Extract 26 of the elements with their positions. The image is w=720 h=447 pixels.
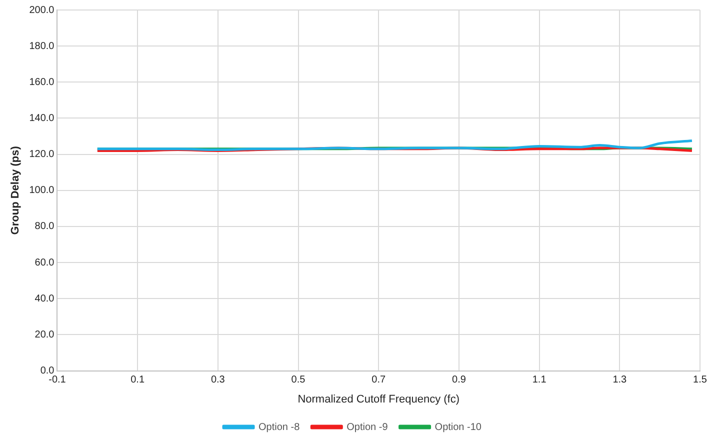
- y-tick-label: 200.0: [29, 4, 55, 16]
- y-tick-label: 20.0: [34, 329, 55, 340]
- y-tick-label: 80.0: [34, 221, 55, 232]
- y-tick-label: 120.0: [29, 149, 55, 160]
- legend-label: Option -9: [346, 422, 388, 433]
- y-tick-label: 40.0: [34, 293, 55, 304]
- x-tick-label: 1.5: [693, 374, 708, 386]
- x-tick-label: 1.1: [532, 374, 547, 386]
- x-tick-label: 0.9: [452, 374, 466, 386]
- y-tick-label: 160.0: [29, 76, 55, 88]
- y-tick-label: 60.0: [34, 257, 55, 268]
- y-tick-label: 0.0: [40, 366, 55, 377]
- y-tick-label: 140.0: [29, 112, 55, 124]
- y-axis-title: Group Delay (ps): [10, 146, 22, 235]
- y-tick-label: 180.0: [29, 40, 55, 52]
- legend-label: Option -8: [258, 422, 300, 433]
- x-tick-label: 0.1: [130, 374, 145, 386]
- x-tick-label: -0.1: [48, 374, 66, 386]
- line-series: [96, 140, 694, 152]
- y-tick-label: 100.0: [29, 185, 55, 196]
- x-tick-label: 0.5: [291, 374, 306, 386]
- x-tick-label: 0.3: [210, 374, 226, 386]
- x-tick-label: 0.7: [372, 374, 386, 386]
- legend-label: Option -10: [434, 422, 482, 433]
- x-axis-title: Normalized Cutoff Frequency (fc): [298, 393, 460, 406]
- x-tick-label: 1.3: [612, 374, 628, 386]
